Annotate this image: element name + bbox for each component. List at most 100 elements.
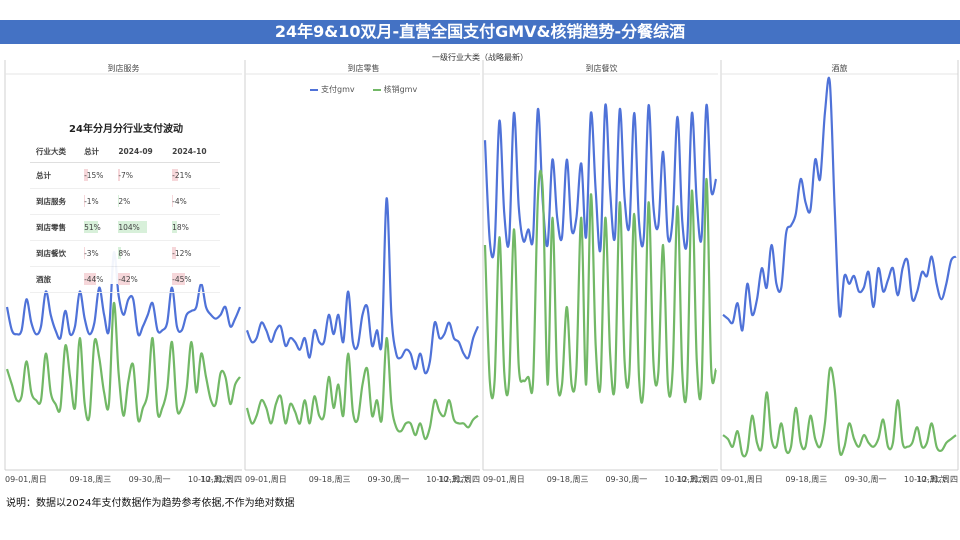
table-row-label: 总计 (30, 162, 79, 189)
table-cell-bar (118, 273, 131, 285)
x-tick-label: 09-18,周三 (785, 475, 827, 484)
table-cell-text: 酒旅 (36, 275, 51, 284)
table-row-label: 酒旅 (30, 266, 79, 293)
table-cell: -44% (78, 266, 113, 293)
table-cell: -12% (166, 240, 220, 267)
x-tick-label: 10-31,周四 (916, 475, 958, 484)
table-cell-bar (172, 273, 185, 285)
table-row-label: 到店零售 (30, 214, 79, 241)
table-row: 到店餐饮 -3% 8% -12% (30, 240, 220, 267)
x-tick-label: 09-01,周日 (483, 475, 525, 484)
table-cell: -1% (78, 188, 113, 215)
x-tick-label: 09-01,周日 (245, 475, 287, 484)
table-cell-text: 总计 (36, 171, 51, 180)
series-line-writeoff-0 (5, 302, 241, 423)
table-header: 2024-10 (166, 140, 220, 163)
table-cell-bar (118, 247, 121, 259)
table-cell-text: -44% (84, 275, 104, 284)
table-cell-text: -45% (172, 275, 192, 284)
table-cell-bar (118, 169, 121, 181)
table-cell-text: -1% (84, 197, 99, 206)
x-tick-label: 09-30,周一 (367, 475, 409, 484)
table-cell-bar (84, 221, 99, 233)
table-cell-bar (172, 221, 178, 233)
x-tick-label: 10-31,周四 (676, 475, 718, 484)
table-cell-text: -15% (84, 171, 104, 180)
series-line-writeoff-1 (245, 336, 479, 441)
legend-item-gmv: 支付gmv (310, 84, 355, 95)
table-cell-text: -42% (118, 275, 138, 284)
table-cell-text: -4% (172, 197, 187, 206)
table-cell: -42% (112, 266, 167, 293)
table-row-label: 到店服务 (30, 188, 79, 215)
legend-item-writeoff: 核销gmv (372, 84, 418, 95)
table-cell: 104% (112, 214, 167, 241)
table-cell: -45% (166, 266, 220, 293)
table-cell-text: 18% (172, 223, 189, 232)
table-cell-bar (118, 221, 148, 233)
table-header: 2024-09 (112, 140, 167, 163)
x-tick-label: 09-01,周日 (5, 475, 47, 484)
table-cell-text: -7% (118, 171, 133, 180)
table-cell-bar (172, 247, 176, 259)
table-cell-bar (84, 273, 97, 285)
table-cell: 2% (112, 188, 167, 215)
table-header: 总计 (78, 140, 113, 163)
table-cell-bar (118, 195, 119, 207)
table-row: 到店零售 51% 104% 18% (30, 214, 220, 241)
table-header-row: 行业大类 总计 2024-09 2024-10 (30, 140, 220, 163)
legend-swatch-writeoff (372, 88, 381, 91)
x-tick-label: 10-12,周六 (664, 474, 706, 484)
table-row: 到店服务 -1% 2% -4% (30, 188, 220, 215)
x-tick-label: 09-18,周三 (69, 475, 111, 484)
panel-title-dining: 到店餐饮 (585, 64, 618, 73)
slide-title: 24年9&10双月-直营全国支付GMV&核销趋势-分餐综酒 (0, 20, 960, 44)
footnote: 说明：数据以2024年支付数据作为趋势参考依据,不作为绝对数据 (6, 498, 295, 509)
series-line-writeoff-2 (483, 169, 718, 404)
legend: 支付gmv 核销gmv (310, 84, 417, 95)
table-cell: 51% (78, 214, 113, 241)
table-cell-text: 51% (84, 223, 101, 232)
table-cell: 18% (166, 214, 220, 241)
series-line-gmv-3 (722, 76, 957, 332)
series-line-gmv-1 (245, 197, 480, 375)
x-tick-label: 10-31,周四 (438, 475, 480, 484)
table-cell-text: -12% (172, 249, 192, 258)
panel-title-service: 到店服务 (107, 64, 140, 73)
legend-label-writeoff: 核销gmv (383, 85, 418, 94)
table-cell-text: 8% (118, 249, 131, 258)
table-cell-text: 到店服务 (36, 197, 66, 206)
x-tick-label: 09-18,周三 (309, 475, 351, 484)
chart-header: 一级行业大类（战略最新） (432, 53, 528, 62)
table-cell-bar (172, 169, 179, 181)
table-cell-text: -21% (172, 171, 192, 180)
table-cell-bar (84, 169, 89, 181)
x-tick-label: 09-18,周三 (547, 475, 589, 484)
table-cell-bar (172, 195, 174, 207)
table-cell: -15% (78, 162, 113, 189)
table-row: 总计 -15% -7% -21% (30, 162, 220, 189)
table-cell-bar (84, 247, 85, 259)
table-cell: -21% (166, 162, 220, 189)
x-tick-label: 10-12,周六 (188, 474, 230, 484)
table-title: 24年分月分行业支付波动 (69, 124, 183, 135)
series-line-writeoff-3 (722, 366, 957, 458)
x-tick-label: 09-30,周一 (605, 475, 647, 484)
table-cell: -4% (166, 188, 220, 215)
table-cell: -7% (112, 162, 167, 189)
table-cell-text: 到店餐饮 (36, 249, 66, 258)
table-cell-text: 到店零售 (36, 223, 66, 232)
table-cell: 8% (112, 240, 167, 267)
panel-title-hotel: 酒旅 (831, 64, 848, 73)
legend-label-gmv: 支付gmv (321, 85, 355, 94)
x-tick-label: 09-01,周日 (721, 475, 763, 484)
series-line-gmv-2 (483, 103, 718, 259)
table-cell-text: -3% (84, 249, 99, 258)
panel-title-retail: 到店零售 (347, 64, 380, 73)
x-tick-label: 10-31,周四 (200, 475, 242, 484)
x-tick-label: 09-30,周一 (845, 475, 887, 484)
table-header: 行业大类 (30, 140, 79, 163)
x-tick-label: 09-30,周一 (129, 475, 171, 484)
table-cell-text: 104% (118, 223, 140, 232)
